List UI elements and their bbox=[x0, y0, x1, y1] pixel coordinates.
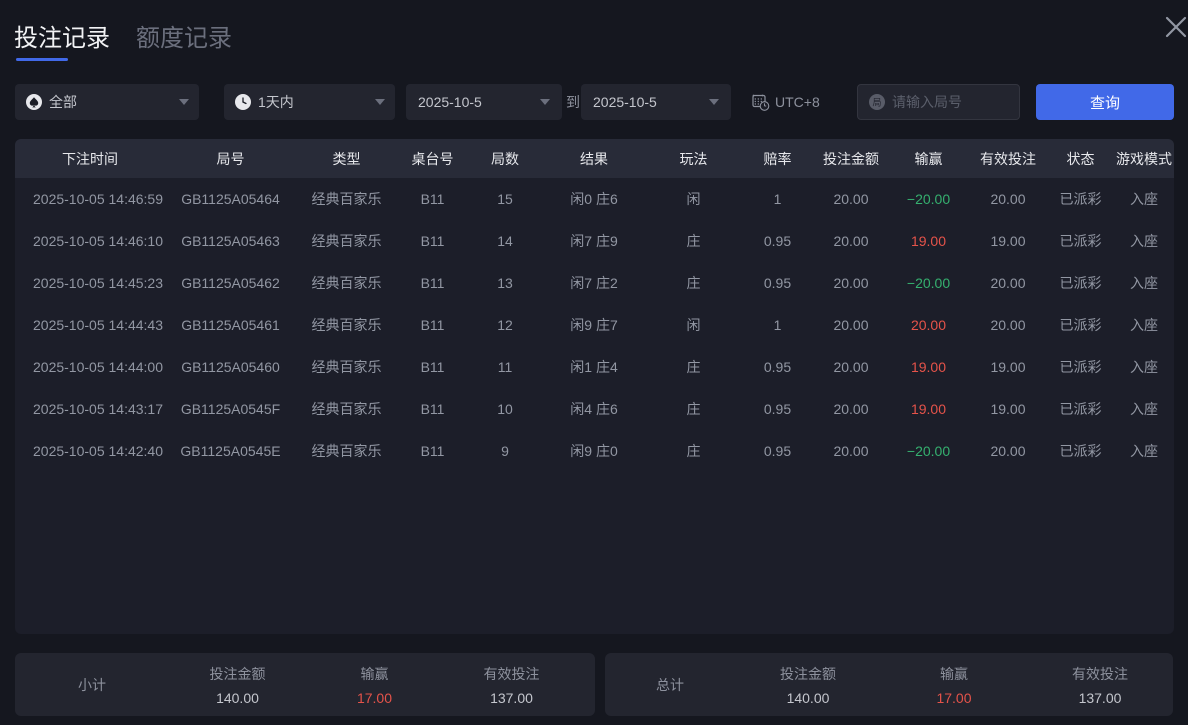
svg-text:局: 局 bbox=[872, 98, 881, 108]
